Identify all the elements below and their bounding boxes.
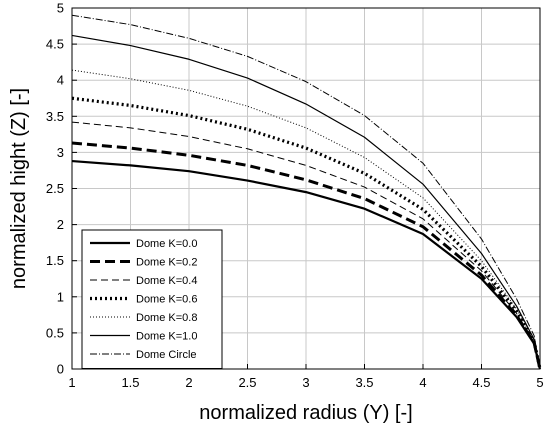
x-tick-label: 1.5	[121, 375, 139, 390]
x-tick-label: 4.5	[472, 375, 490, 390]
y-tick-label: 4.5	[46, 37, 64, 52]
x-tick-label: 4	[419, 375, 426, 390]
legend-label: Dome K=0.4	[136, 275, 197, 287]
axis-ticks: 1 1.5 2 2.5 3 3.5 4 4.5 5 0 0.5 1 1.5 2 2.5 3 3.5 4 4.5 5	[46, 1, 544, 391]
series-line-dome-k-1-0	[71, 34, 541, 370]
x-axis-title: normalized radius (Y) [-]	[199, 402, 412, 424]
series-line-dome-k-0-2	[71, 141, 542, 370]
y-tick-label: 1.5	[46, 253, 64, 268]
x-tick-label: 1	[68, 375, 75, 390]
y-tick-label: 3	[57, 145, 64, 160]
legend-label: Dome K=0.8	[136, 312, 197, 324]
y-tick-label: 5	[57, 1, 64, 16]
x-tick-label: 2	[185, 375, 192, 390]
y-tick-label: 1	[57, 289, 64, 304]
legend-label: Dome K=0.2	[136, 257, 197, 269]
y-tick-label: 0.5	[46, 325, 64, 340]
y-tick-label: 3.5	[46, 109, 64, 124]
legend-label: Dome Circle	[136, 349, 197, 361]
x-tick-label: 3.5	[355, 375, 373, 390]
x-tick-label: 3	[302, 375, 309, 390]
y-axis-title: normalized hight (Z) [-]	[8, 88, 30, 289]
y-tick-label: 2.5	[46, 181, 64, 196]
series-line-dome-circle	[71, 14, 541, 370]
x-tick-label: 2.5	[238, 375, 256, 390]
series-line-dome-k-0-4	[71, 121, 541, 370]
y-tick-label: 2	[57, 217, 64, 232]
legend: Dome K=0.0 Dome K=0.2 Dome K=0.4 Dome K=0.6…	[81, 229, 223, 369]
legend-label: Dome K=0.0	[136, 238, 197, 250]
legend-label: Dome K=1.0	[136, 331, 197, 343]
y-tick-label: 4	[57, 73, 64, 88]
legend-label: Dome K=0.6	[136, 294, 197, 306]
series-lines	[71, 14, 542, 370]
x-tick-label: 5	[536, 375, 543, 390]
y-tick-label: 0	[57, 362, 64, 377]
